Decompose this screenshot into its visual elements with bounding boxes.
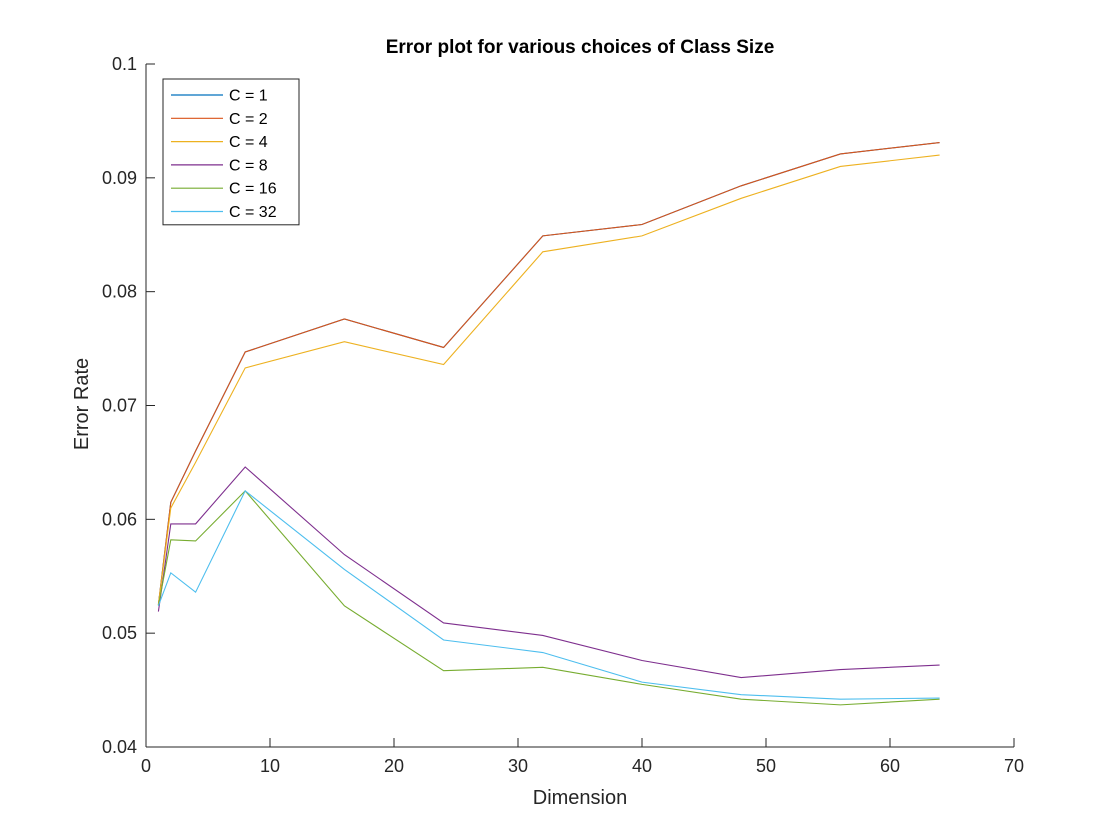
x-tick-label: 50: [756, 756, 776, 776]
x-axis-label: Dimension: [533, 787, 627, 809]
series-line-c-16: [157, 490, 940, 706]
series-line-c-2: [157, 142, 940, 605]
y-tick-label: 0.09: [102, 168, 137, 188]
legend-box: [162, 78, 300, 226]
x-tick-label: 20: [384, 756, 404, 776]
legend-label: C = 8: [229, 157, 268, 174]
y-tick-label: 0.08: [102, 282, 137, 302]
series-line-c-32: [157, 490, 940, 700]
legend-label: C = 1: [229, 88, 268, 105]
x-tick-label: 60: [880, 756, 900, 776]
series-line-c-8: [157, 466, 940, 679]
y-tick-label: 0.05: [102, 623, 137, 643]
y-tick-label: 0.07: [102, 396, 137, 416]
plot-area: 0 10 20 30 40 50 60 70 0.04 0.05 0.06 0.07 0.08 0.09 0…: [102, 54, 1024, 776]
chart-title: Error plot for various choices of Class …: [386, 37, 775, 58]
y-tick-label: 0.1: [112, 54, 137, 74]
y-tick-label: 0.04: [102, 737, 137, 757]
x-tick-label: 70: [1004, 756, 1024, 776]
x-tick-label: 30: [508, 756, 528, 776]
legend-label: C = 2: [229, 111, 268, 128]
y-axis-label: Error Rate: [71, 358, 93, 450]
series-line-c-4: [157, 154, 940, 605]
x-tick-label: 0: [141, 756, 151, 776]
legend-label: C = 4: [229, 134, 268, 151]
legend-label: C = 16: [229, 181, 277, 198]
x-tick-label: 40: [632, 756, 652, 776]
y-tick-label: 0.06: [102, 509, 137, 529]
x-tick-label: 10: [260, 756, 280, 776]
legend-label: C = 32: [229, 204, 277, 221]
